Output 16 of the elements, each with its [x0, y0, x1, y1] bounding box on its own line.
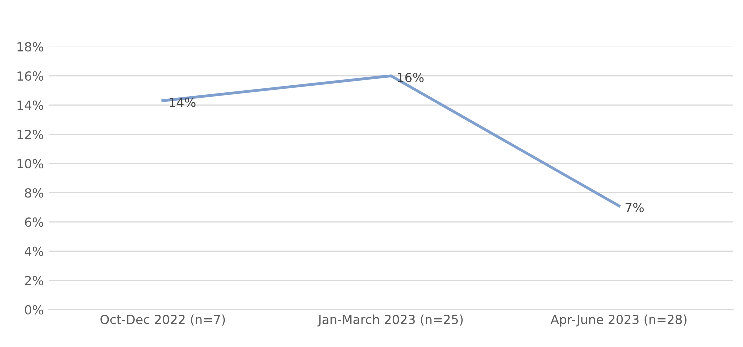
y-tick-label: 18% [18, 42, 44, 52]
y-tick-label: 6% [25, 218, 44, 228]
data-label: 16% [398, 73, 424, 82]
y-tick-label: 0% [25, 305, 44, 315]
y-tick-label: 2% [25, 276, 44, 286]
y-tick-label: 12% [18, 130, 44, 140]
y-tick-label: 10% [18, 159, 44, 169]
x-tick-label: Apr-June 2023 (n=28) [550, 314, 687, 327]
data-label: 7% [626, 203, 644, 213]
x-tick-label: Jan-March 2023 (n=25) [318, 314, 463, 327]
data-label: 14% [170, 98, 196, 108]
x-tick-label: Oct-Dec 2022 (n=7) [100, 314, 226, 326]
y-tick-label: 16% [18, 72, 44, 81]
y-tick-label: 4% [24, 246, 44, 256]
y-tick-label: 8% [25, 188, 44, 198]
y-tick-label: 14% [18, 100, 44, 110]
